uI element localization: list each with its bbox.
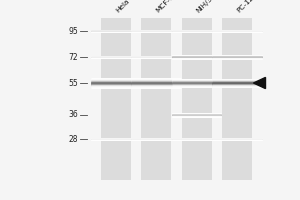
Bar [100,18,130,180]
Text: 36: 36 [68,110,78,119]
Bar [182,18,212,180]
Text: MCF-7: MCF-7 [155,0,175,14]
Text: NIH/3T3: NIH/3T3 [195,0,220,14]
Text: Hela: Hela [114,0,130,14]
Text: 95: 95 [68,26,78,36]
Bar [222,18,252,180]
Text: PC-12: PC-12 [236,0,255,14]
Polygon shape [254,77,266,89]
Bar [141,18,171,180]
Text: 72: 72 [68,52,78,62]
Text: 55: 55 [68,78,78,88]
Text: 28: 28 [68,134,78,144]
